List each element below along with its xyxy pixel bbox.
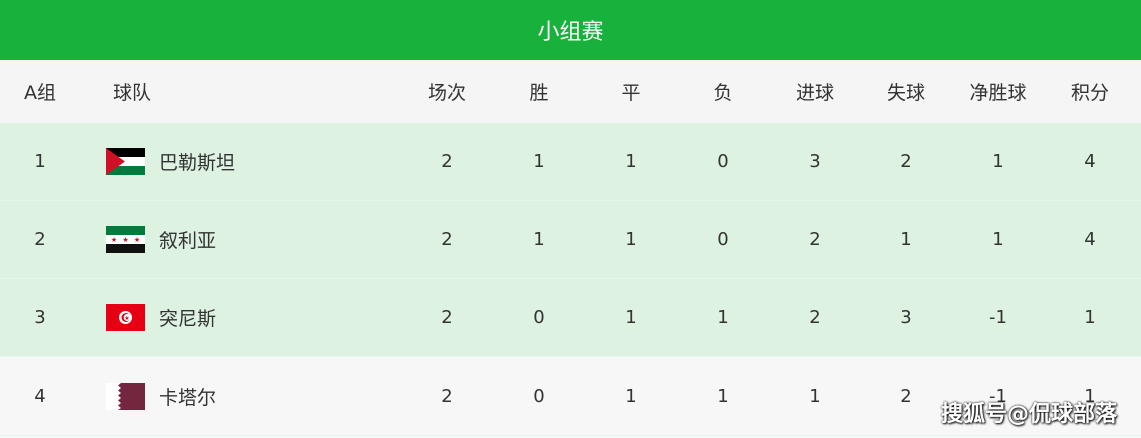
table-row: 4 卡塔尔 2 0 1 1 1 2 -1 1 <box>0 357 1141 436</box>
table-title: 小组赛 <box>0 0 1141 60</box>
cell-loss: 0 <box>717 151 729 172</box>
header-gd: 净胜球 <box>969 82 1027 104</box>
qatar-flag-icon <box>106 382 145 410</box>
cell-played: 2 <box>441 229 453 250</box>
team-cell: ★ ★ ★ 叙利亚 <box>106 201 216 278</box>
cell-ga: 2 <box>900 385 912 407</box>
table-row: 1 巴勒斯坦 2 1 1 0 3 2 1 4 <box>0 123 1141 201</box>
header-group: A组 <box>24 82 56 104</box>
team-cell: 巴勒斯坦 <box>106 123 235 200</box>
header-played: 场次 <box>427 82 466 104</box>
team-cell: ★ 突尼斯 <box>106 279 216 356</box>
team-name: 巴勒斯坦 <box>159 152 236 174</box>
cell-pts: 1 <box>1084 307 1096 328</box>
table-row: 2 ★ ★ ★ 叙利亚 2 1 1 0 2 1 1 4 <box>0 201 1141 279</box>
table-row: 3 ★ 突尼斯 2 0 1 1 2 3 -1 1 <box>0 279 1141 357</box>
cell-draw: 1 <box>625 385 637 407</box>
rank: 3 <box>34 307 46 328</box>
cell-win: 1 <box>533 229 545 250</box>
cell-win: 0 <box>533 307 545 328</box>
syria-flag-icon: ★ ★ ★ <box>106 226 145 253</box>
rank: 4 <box>34 385 46 407</box>
cell-gf: 2 <box>809 307 821 328</box>
rank: 2 <box>34 229 46 250</box>
header-win: 胜 <box>529 82 549 104</box>
team-name: 突尼斯 <box>159 308 217 330</box>
team-name: 卡塔尔 <box>159 386 217 409</box>
cell-draw: 1 <box>625 307 637 328</box>
header-pts: 积分 <box>1070 82 1109 104</box>
cell-win: 0 <box>533 385 545 407</box>
team-cell: 卡塔尔 <box>106 357 216 435</box>
header-loss: 负 <box>713 82 733 104</box>
rank: 1 <box>34 151 46 172</box>
cell-gd: -1 <box>989 385 1007 407</box>
cell-draw: 1 <box>625 229 637 250</box>
svg-text:★: ★ <box>122 236 128 244</box>
cell-loss: 1 <box>717 307 729 328</box>
palestine-flag-icon <box>106 148 145 175</box>
cell-pts: 1 <box>1084 385 1096 407</box>
header-ga: 失球 <box>886 82 925 104</box>
cell-ga: 2 <box>900 151 912 172</box>
cell-played: 2 <box>441 151 453 172</box>
cell-ga: 1 <box>900 229 912 250</box>
cell-ga: 3 <box>900 307 912 328</box>
cell-pts: 4 <box>1084 229 1096 250</box>
cell-draw: 1 <box>625 151 637 172</box>
cell-win: 1 <box>533 151 545 172</box>
tunisia-flag-icon: ★ <box>106 304 145 331</box>
cell-played: 2 <box>441 307 453 328</box>
team-name: 叙利亚 <box>159 230 217 252</box>
header-gf: 进球 <box>795 82 834 104</box>
cell-gf: 1 <box>809 385 821 407</box>
cell-played: 2 <box>441 385 453 407</box>
cell-gd: 1 <box>992 229 1004 250</box>
cell-loss: 1 <box>717 385 729 407</box>
header-row: A组 球队 场次 胜 平 负 进球 失球 净胜球 积分 <box>0 60 1141 123</box>
cell-gf: 2 <box>809 229 821 250</box>
svg-text:★: ★ <box>134 236 140 244</box>
header-draw: 平 <box>621 82 641 104</box>
header-team: 球队 <box>113 82 152 104</box>
cell-pts: 4 <box>1084 151 1096 172</box>
cell-gf: 3 <box>809 151 821 172</box>
watermark: 搜狐号@侃球部落 <box>940 402 1117 427</box>
svg-text:★: ★ <box>124 315 129 322</box>
cell-loss: 0 <box>717 229 729 250</box>
cell-gd: 1 <box>992 151 1004 172</box>
svg-text:★: ★ <box>111 236 117 244</box>
cell-gd: -1 <box>989 307 1007 328</box>
